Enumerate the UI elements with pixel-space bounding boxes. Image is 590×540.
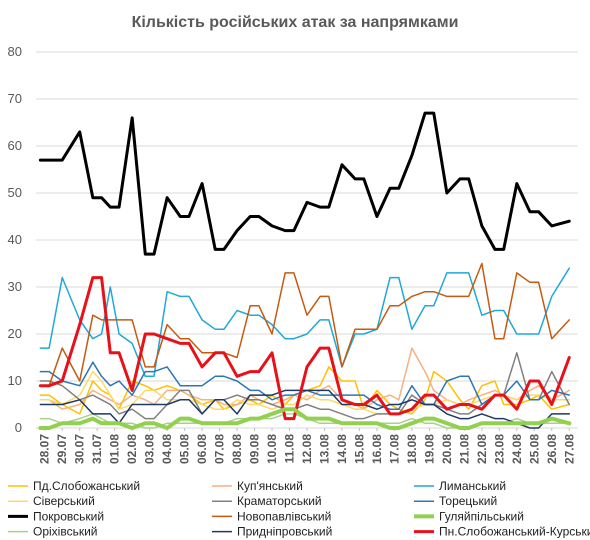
legend-label: Торецький [439,494,497,508]
legend-label: Гуляйпільський [439,509,524,523]
y-tick-label: 40 [8,232,22,247]
series-line [39,262,571,387]
x-tick-label: 27.08 [562,434,576,464]
series-line [38,407,572,430]
x-tick-label: 05.08 [178,434,192,464]
x-tick-label: 31.07 [90,434,104,464]
series-line [39,267,571,378]
x-tick-label: 15.08 [352,434,366,464]
x-tick-label: 02.08 [125,434,139,464]
legend-label: Краматорський [237,494,322,508]
x-tick-label: 16.08 [370,434,384,464]
x-tick-label: 21.08 [457,434,471,464]
y-tick-label: 50 [8,185,22,200]
y-tick-label: 30 [8,279,22,294]
x-tick-label: 20.08 [440,434,454,464]
series-line [39,370,571,415]
x-tick-label: 28.07 [38,434,52,464]
x-tick-label: 09.08 [248,434,262,464]
legend-label: Придніпровський [237,525,332,539]
x-tick-label: 07.08 [213,434,227,464]
legend-label: Оріхівський [33,525,98,539]
x-tick-label: 29.07 [55,434,69,464]
x-tick-label: 03.08 [143,434,157,464]
series-lines [38,111,572,430]
x-tick-label: 14.08 [335,434,349,464]
y-axis: 0 10 20 30 40 50 60 70 80 [8,44,22,435]
legend-label: Сіверський [33,494,95,508]
x-tick-label: 25.08 [527,434,541,464]
x-axis: 28.07 29.07 30.07 31.07 01.08 02.08 03.08 04.08… [38,428,576,464]
x-tick-label: 17.08 [387,434,401,464]
series-line [38,276,571,421]
x-tick-label: 01.08 [108,434,122,464]
legend-label: Пд.Слобожанський [33,479,140,493]
legend-label: Куп'янський [237,479,303,493]
y-tick-label: 80 [8,44,22,59]
x-tick-label: 12.08 [300,434,314,464]
y-tick-label: 70 [8,91,22,106]
x-tick-label: 04.08 [160,434,174,464]
x-tick-label: 30.07 [73,434,87,464]
x-tick-label: 18.08 [405,434,419,464]
legend-label: Пн.Слобожанський-Курський [439,525,590,539]
x-tick-label: 08.08 [230,434,244,464]
gridlines [36,51,578,429]
series-line [39,352,571,420]
y-tick-label: 20 [8,326,22,341]
x-tick-label: 19.08 [422,434,436,464]
legend-label: Лиманський [439,479,506,493]
legend-label: Новопавлівський [237,509,331,523]
x-tick-label: 06.08 [195,434,209,464]
chart-title: Кількість російських атак за напрямками [132,14,459,31]
x-tick-label: 22.08 [475,434,489,464]
x-tick-label: 13.08 [317,434,331,464]
x-tick-label: 11.08 [283,434,297,464]
series-line [38,111,571,256]
x-tick-label: 10.08 [265,434,279,464]
y-tick-label: 0 [15,420,22,435]
legend-label: Покровський [33,509,104,523]
x-tick-label: 24.08 [510,434,524,464]
y-tick-label: 60 [8,138,22,153]
x-tick-label: 23.08 [492,434,506,464]
legend: Пд.Слобожанський Куп'янський Лиманський Сів… [8,479,590,539]
x-tick-label: 26.08 [545,434,559,464]
y-tick-label: 10 [8,373,22,388]
